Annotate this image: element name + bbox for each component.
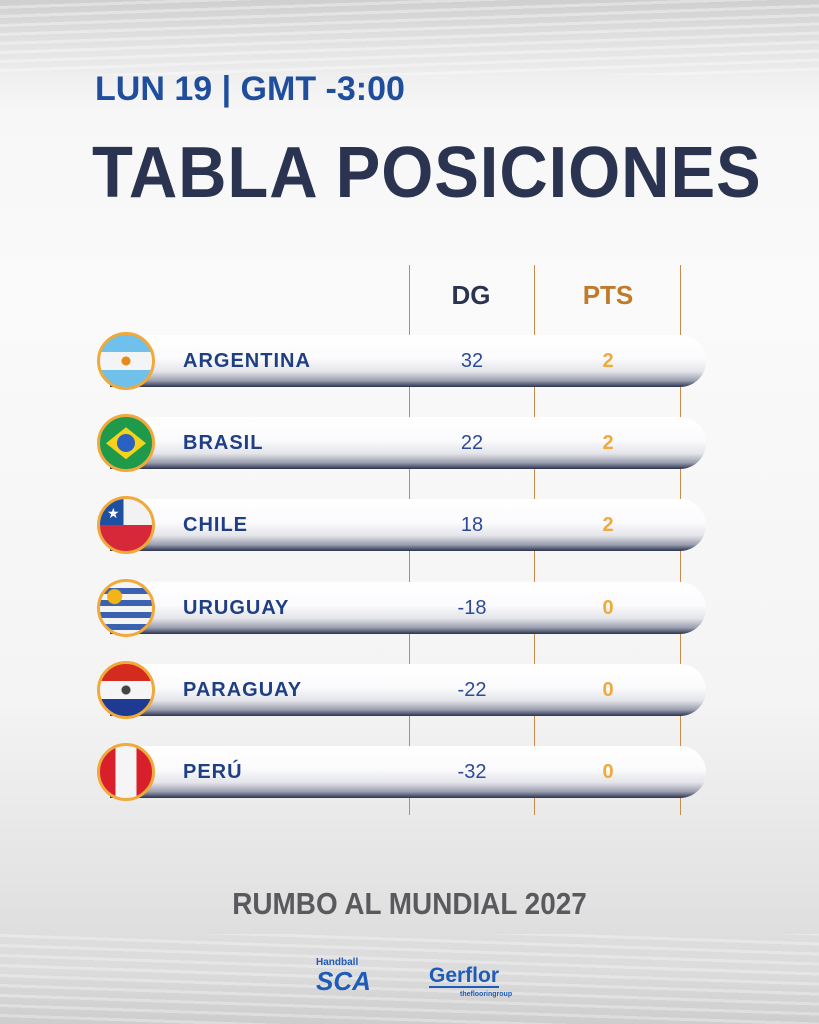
- points: 0: [602, 596, 614, 619]
- column-header-pts: PTS: [582, 280, 634, 310]
- gerflor-tagline: theflooringroup: [460, 991, 513, 998]
- team-name: PARAGUAY: [183, 678, 303, 701]
- points: 0: [602, 678, 614, 701]
- row-background: [110, 746, 706, 798]
- goal-difference: -22: [457, 678, 487, 701]
- bottom-brush-decoration: [0, 934, 819, 1024]
- sca-logo-text: SCA: [316, 966, 371, 996]
- goal-difference: -18: [457, 596, 487, 619]
- gerflor-logo-text: Gerflor: [429, 964, 500, 988]
- page-title: TABLA POSICIONES: [92, 133, 762, 213]
- team-name: CHILE: [183, 514, 248, 537]
- sca-logo-small-text: Handball: [316, 957, 359, 968]
- team-name: BRASIL: [183, 432, 264, 455]
- footer-tagline: RUMBO AL MUNDIAL 2027: [232, 886, 587, 921]
- points: 2: [602, 514, 614, 537]
- team-name: ARGENTINA: [183, 350, 311, 372]
- team-name: URUGUAY: [183, 596, 290, 619]
- peru-flag-icon: [97, 743, 155, 801]
- column-header-dg: DG: [451, 280, 491, 310]
- paraguay-flag-icon: [97, 660, 155, 719]
- top-brush-decoration: [0, 0, 819, 75]
- points: 2: [602, 432, 614, 455]
- chile-flag-icon: ★: [97, 496, 155, 555]
- row-background: [110, 581, 706, 634]
- goal-difference: -32: [457, 761, 487, 783]
- goal-difference: 18: [460, 514, 484, 537]
- row-background: [110, 663, 706, 716]
- row-background: [110, 417, 706, 470]
- uruguay-flag-icon: [97, 578, 155, 637]
- row-background: [110, 335, 706, 387]
- goal-difference: 22: [460, 432, 484, 455]
- argentina-flag-icon: [97, 332, 155, 390]
- points: 2: [602, 350, 614, 372]
- points: 0: [602, 761, 614, 783]
- date-timezone: LUN 19 | GMT -3:00: [95, 70, 405, 108]
- brazil-flag-icon: [97, 414, 155, 473]
- row-background: [110, 499, 706, 552]
- team-name: PERÚ: [183, 761, 243, 783]
- goal-difference: 32: [460, 350, 484, 372]
